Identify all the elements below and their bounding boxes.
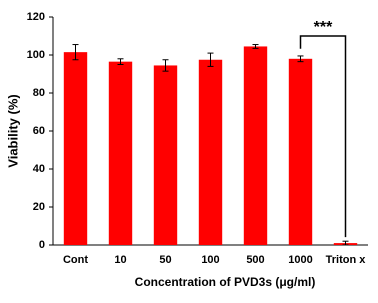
error-bar — [117, 58, 124, 65]
x-tick-label: 500 — [246, 254, 264, 266]
y-tick-label: 120 — [27, 11, 45, 23]
bar — [288, 58, 313, 245]
x-tick-label: 50 — [159, 254, 171, 266]
significance-label: *** — [314, 19, 333, 36]
bar — [243, 46, 268, 246]
x-axis-title: Concentration of PVD3s (μg/ml) — [135, 275, 316, 289]
error-bar — [162, 59, 169, 72]
error-bar — [252, 44, 259, 49]
y-tick-label: 100 — [27, 49, 45, 61]
significance-bracket — [299, 35, 347, 238]
x-tick-label: Cont — [63, 254, 88, 266]
x-tick-label: Triton x — [326, 254, 367, 266]
y-tick-label: 60 — [33, 125, 45, 137]
x-tick-label: 1000 — [288, 254, 312, 266]
y-tick-label: 20 — [33, 201, 45, 213]
error-bar — [342, 240, 349, 246]
error-bar — [72, 44, 79, 61]
error-bar — [207, 52, 214, 67]
x-tick-label: 100 — [201, 254, 219, 266]
error-bar — [297, 55, 304, 63]
bar — [153, 65, 178, 245]
y-tick-label: 40 — [33, 163, 45, 175]
bar — [198, 59, 223, 245]
x-tick-label: 10 — [114, 254, 126, 266]
y-axis-title: Viability (%) — [5, 94, 20, 167]
y-tick-label: 0 — [39, 239, 45, 251]
bar — [63, 52, 88, 246]
y-tick-label: 80 — [33, 87, 45, 99]
bar — [108, 61, 133, 246]
